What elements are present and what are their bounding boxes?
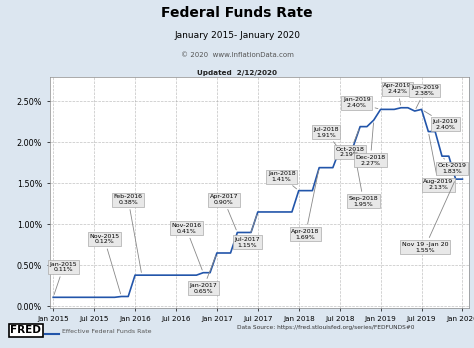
Text: Data Source: https://fred.stlouisfed.org/series/FEDFUNDS#0: Data Source: https://fred.stlouisfed.org… <box>237 325 414 331</box>
Text: Effective Federal Funds Rate: Effective Federal Funds Rate <box>62 329 151 334</box>
Text: FRED: FRED <box>10 325 41 335</box>
Text: Jan-2015
0.11%: Jan-2015 0.11% <box>50 262 77 295</box>
Text: Jan-2019
2.40%: Jan-2019 2.40% <box>343 97 378 109</box>
Text: Nov-2016
0.41%: Nov-2016 0.41% <box>171 223 202 270</box>
Text: Nov-2015
0.12%: Nov-2015 0.12% <box>89 234 120 294</box>
Text: Dec-2018
2.27%: Dec-2018 2.27% <box>356 123 385 166</box>
Text: Oct-2018
2.19%: Oct-2018 2.19% <box>336 129 365 157</box>
Text: Nov 19 -Jan 20
1.55%: Nov 19 -Jan 20 1.55% <box>401 182 455 253</box>
Text: Oct-2019
1.83%: Oct-2019 1.83% <box>438 158 467 174</box>
Text: January 2015- January 2020: January 2015- January 2020 <box>174 31 300 40</box>
Text: Apr-2017
0.90%: Apr-2017 0.90% <box>210 194 238 230</box>
Text: Jun-2019
2.38%: Jun-2019 2.38% <box>411 85 439 109</box>
Text: Updated  2/12/2020: Updated 2/12/2020 <box>197 70 277 77</box>
Text: Feb-2016
0.38%: Feb-2016 0.38% <box>114 194 143 272</box>
Text: Apr-2019
2.42%: Apr-2019 2.42% <box>383 84 412 105</box>
Text: Apr-2018
1.69%: Apr-2018 1.69% <box>292 171 320 239</box>
Text: Jan-2017
0.65%: Jan-2017 0.65% <box>190 255 217 294</box>
Text: Jul-2019
2.40%: Jul-2019 2.40% <box>424 111 458 129</box>
Text: Aug-2019
2.13%: Aug-2019 2.13% <box>423 134 454 190</box>
Text: Jul-2017
1.15%: Jul-2017 1.15% <box>235 215 260 248</box>
Text: Jul-2018
1.91%: Jul-2018 1.91% <box>313 127 339 148</box>
Text: Federal Funds Rate: Federal Funds Rate <box>161 6 313 20</box>
Text: Jan-2018
1.41%: Jan-2018 1.41% <box>268 171 297 189</box>
Text: Sep-2018
1.95%: Sep-2018 1.95% <box>349 149 378 207</box>
Text: © 2020  www.InflationData.com: © 2020 www.InflationData.com <box>181 52 293 58</box>
